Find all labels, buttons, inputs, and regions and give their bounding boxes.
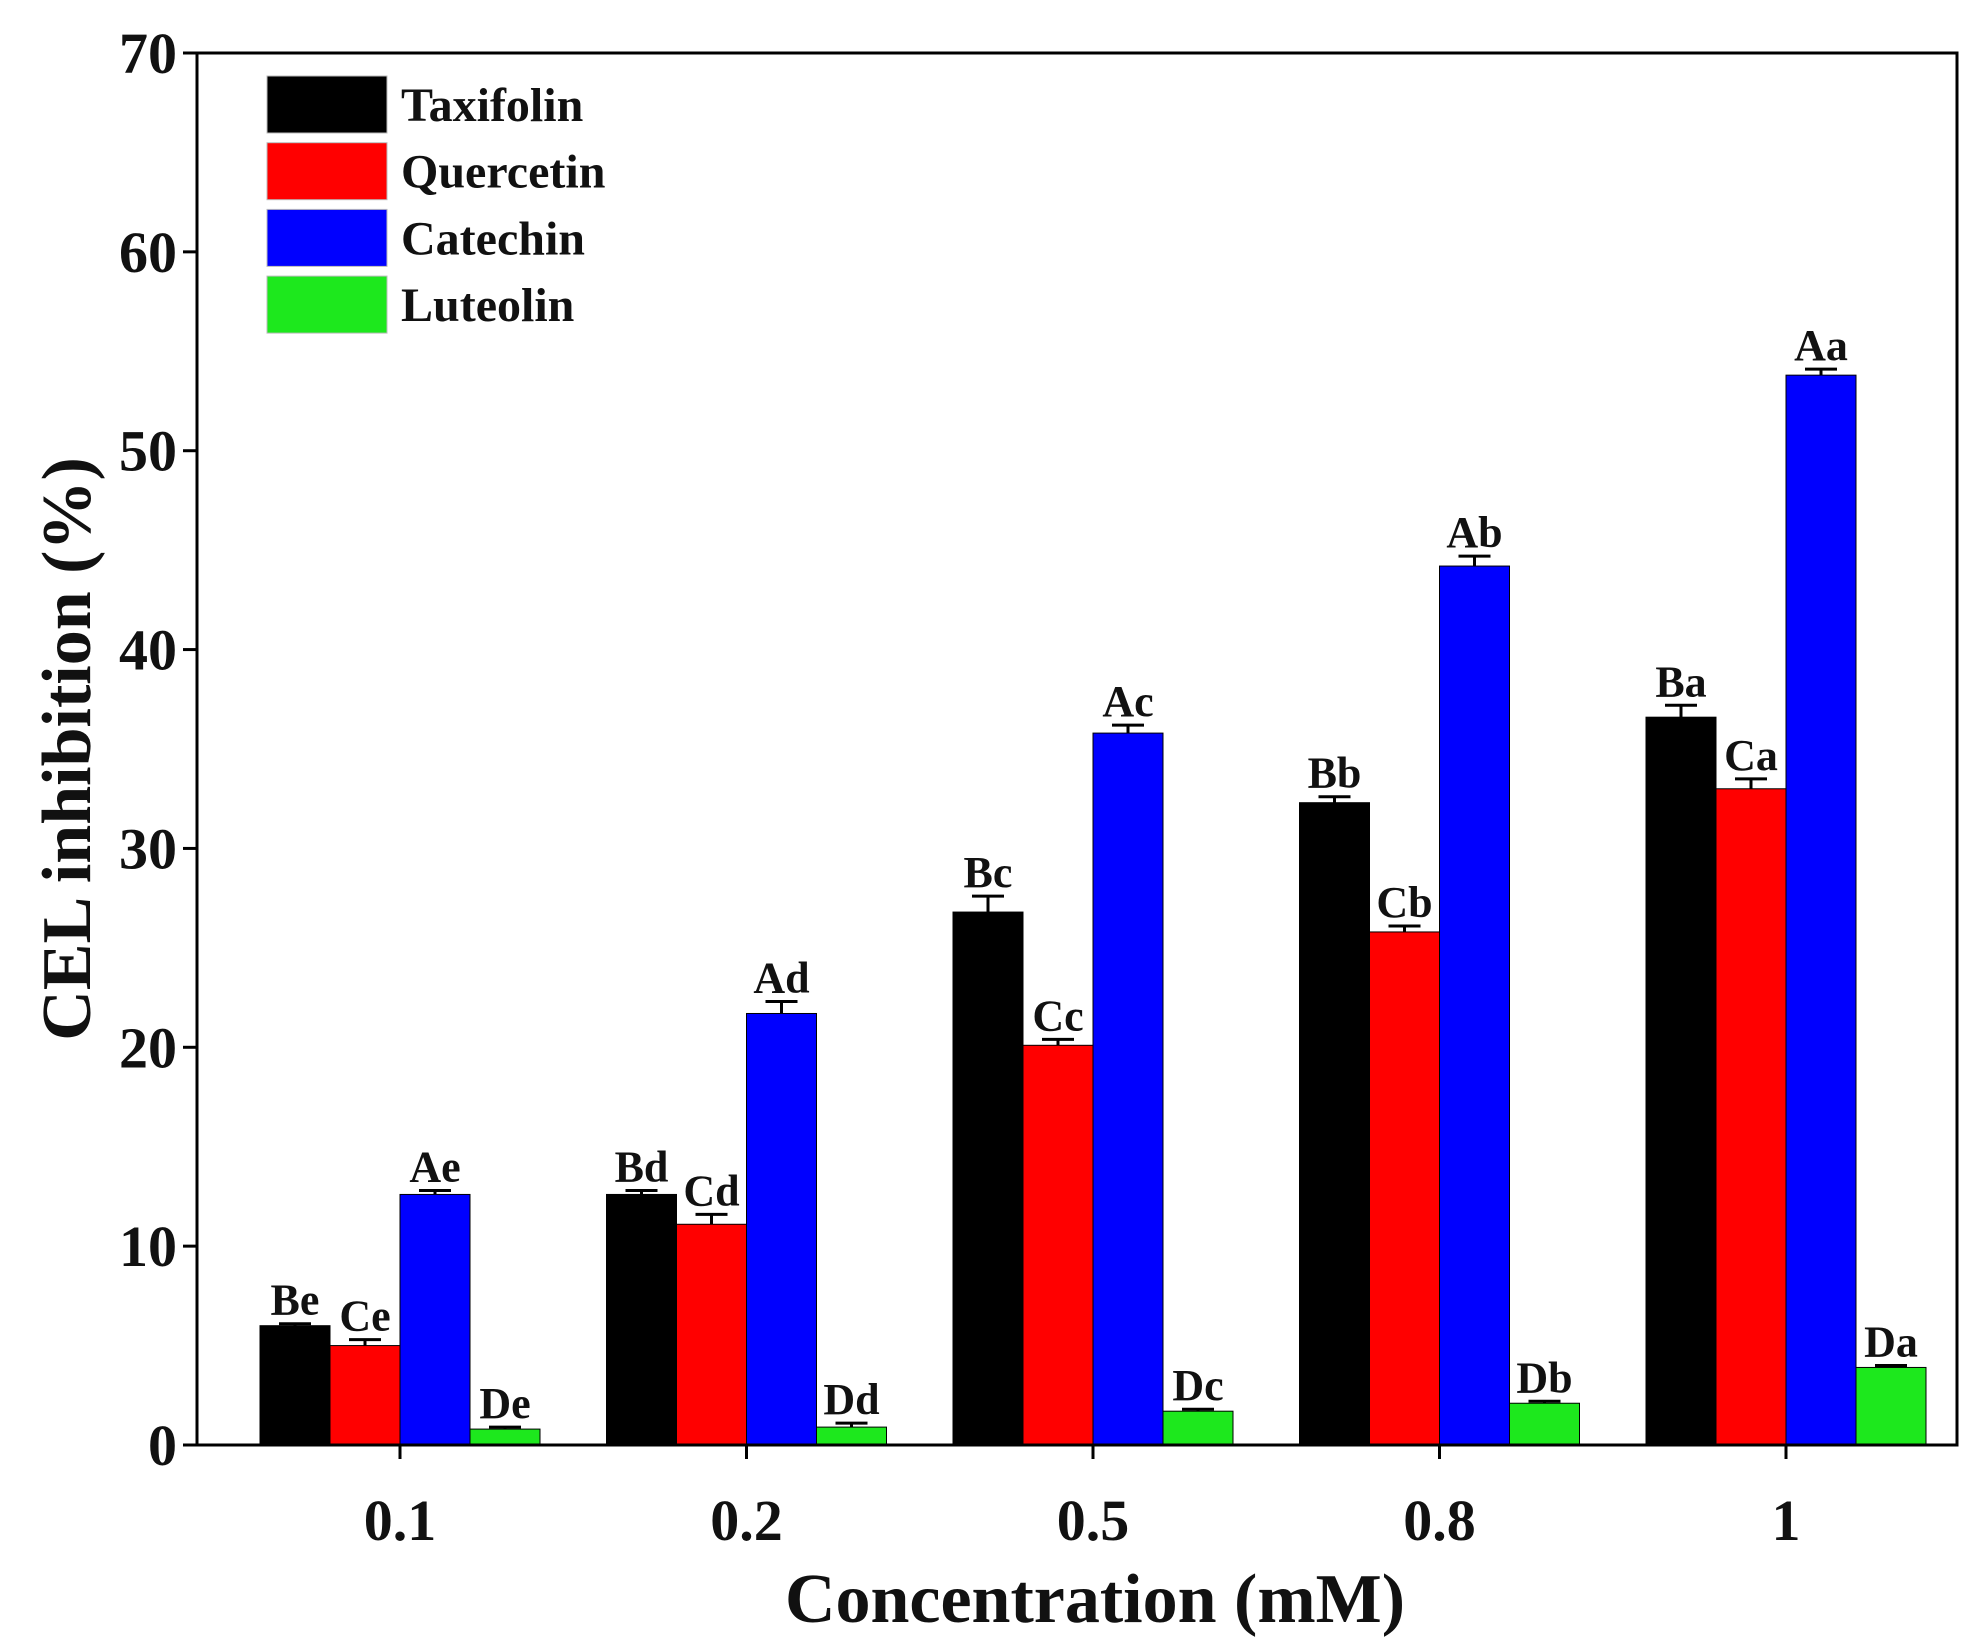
bar-label: Ac	[1102, 677, 1153, 726]
y-tick-label: 0	[148, 1413, 177, 1478]
bar-label: Cc	[1032, 991, 1083, 1040]
legend-swatch-catechin	[266, 208, 388, 267]
x-tick-label: 0.8	[1403, 1488, 1476, 1553]
bar-label: Be	[271, 1276, 320, 1325]
bar-taxifolin-1	[1645, 716, 1717, 1446]
bar-label: Ab	[1446, 508, 1502, 557]
bar-quercetin-0.1	[329, 1345, 401, 1446]
bar-taxifolin-0.5	[952, 911, 1024, 1446]
legend-label-catechin: Catechin	[401, 212, 585, 265]
bar-catechin-0.8	[1439, 565, 1510, 1446]
y-tick-label: 10	[119, 1214, 177, 1279]
bar-label: Ad	[753, 954, 809, 1003]
bar-label: Dd	[823, 1375, 879, 1424]
bars-layer	[259, 374, 1927, 1446]
x-tick-label: 0.1	[364, 1488, 437, 1553]
bar-label: Bc	[964, 848, 1013, 897]
y-tick-label: 60	[119, 220, 177, 285]
bar-luteolin-0.2	[816, 1426, 887, 1446]
bar-taxifolin-0.1	[259, 1325, 331, 1446]
legend: Taxifolin Quercetin Catechin Luteolin	[266, 75, 605, 334]
bar-label: Ca	[1724, 731, 1778, 780]
bar-label: Bb	[1308, 749, 1362, 798]
x-tick-label: 0.2	[710, 1488, 783, 1553]
bar-label: De	[479, 1379, 530, 1428]
bar-label: Ba	[1655, 657, 1706, 706]
legend-label-quercetin: Quercetin	[401, 146, 605, 199]
legend-swatch-luteolin	[266, 275, 388, 334]
bar-catechin-0.1	[399, 1193, 471, 1446]
legend-label-luteolin: Luteolin	[401, 279, 574, 332]
bar-label: Ae	[409, 1142, 460, 1191]
bar-label: Da	[1864, 1317, 1918, 1366]
bar-label: Bd	[615, 1142, 669, 1191]
bar-quercetin-0.8	[1369, 931, 1440, 1446]
bar-label: Cb	[1376, 878, 1432, 927]
bar-luteolin-1	[1855, 1366, 1927, 1446]
y-axis-title: CEL inhibition (%)	[29, 457, 106, 1041]
bar-taxifolin-0.2	[606, 1193, 677, 1446]
bar-catechin-0.5	[1092, 732, 1164, 1446]
bar-label: Db	[1516, 1353, 1572, 1402]
error-bars-layer	[279, 367, 1907, 1430]
y-tick-label: 30	[119, 816, 177, 881]
y-tick-label: 40	[119, 618, 177, 683]
bar-labels-layer: Be Bd Bc Bb Ba Ce Cd Cc Cb Ca Ae Ad Ac Ab Aa De Dd Dc Db Da	[271, 321, 1918, 1428]
bar-catechin-1	[1785, 374, 1857, 1446]
bar-quercetin-0.5	[1022, 1044, 1094, 1446]
bar-label: Dc	[1172, 1361, 1223, 1410]
bar-catechin-0.2	[746, 1012, 817, 1446]
y-tick-label: 70	[119, 21, 177, 86]
bar-label: Ce	[339, 1292, 390, 1341]
bar-quercetin-1	[1715, 788, 1787, 1446]
plot-frame	[195, 51, 1959, 1447]
x-tick-label: 1	[1772, 1488, 1801, 1553]
x-axis-title: Concentration (mM)	[785, 1561, 1405, 1638]
bar-luteolin-0.5	[1162, 1410, 1234, 1446]
bar-label: Cd	[683, 1166, 739, 1215]
bar-luteolin-0.8	[1509, 1402, 1580, 1446]
x-tick-label: 0.5	[1057, 1488, 1130, 1553]
axes-layer: 0 10 20 30 40 50 60 70 0.1 0.2 0.5 0.8 1	[119, 21, 1959, 1553]
bar-luteolin-0.1	[469, 1428, 541, 1446]
bar-quercetin-0.2	[676, 1223, 747, 1446]
y-tick-label: 20	[119, 1015, 177, 1080]
legend-swatch-quercetin	[266, 142, 388, 201]
legend-label-taxifolin: Taxifolin	[401, 79, 583, 132]
bar-taxifolin-0.8	[1299, 802, 1370, 1446]
bar-label: Aa	[1794, 321, 1848, 370]
legend-swatch-taxifolin	[266, 75, 388, 134]
y-tick-label: 50	[119, 419, 177, 484]
